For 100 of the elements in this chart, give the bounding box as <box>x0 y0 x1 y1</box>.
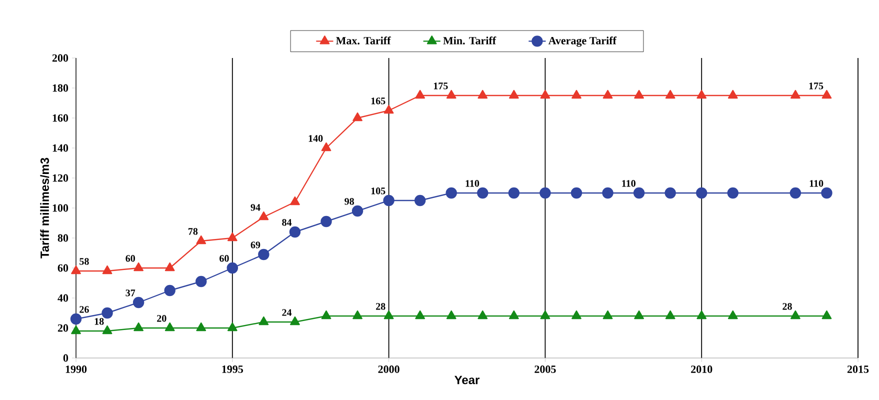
data-label: 37 <box>126 290 136 296</box>
point <box>633 187 645 199</box>
x-tick-label: 2005 <box>534 366 556 373</box>
point <box>320 216 332 228</box>
point <box>727 187 738 199</box>
point <box>572 310 582 320</box>
point <box>478 90 488 99</box>
point <box>540 90 550 99</box>
y-tick-label: 140 <box>52 144 68 152</box>
point <box>602 90 613 99</box>
y-tick-label: 40 <box>58 294 68 302</box>
point <box>822 90 832 99</box>
point <box>321 310 332 320</box>
point <box>415 90 426 99</box>
point <box>790 90 800 99</box>
data-label: 140 <box>308 135 323 142</box>
point <box>102 325 112 334</box>
point <box>226 262 238 274</box>
data-label: 110 <box>810 180 824 187</box>
y-tick-label: 120 <box>52 174 68 182</box>
legend-label: Min. Tariff <box>443 36 496 44</box>
data-label: 60 <box>220 255 229 262</box>
point <box>164 284 176 296</box>
data-label: 24 <box>282 309 292 316</box>
point <box>790 310 800 320</box>
point <box>634 90 644 99</box>
point <box>383 194 394 206</box>
y-tick-label: 160 <box>52 114 68 122</box>
y-tick-label: 20 <box>58 324 68 332</box>
point <box>258 316 269 326</box>
point <box>290 196 300 206</box>
x-tick-label: 1990 <box>66 366 87 373</box>
data-label: 28 <box>376 303 386 310</box>
point <box>570 187 582 199</box>
point <box>321 142 332 152</box>
point <box>134 322 144 332</box>
point <box>289 226 301 238</box>
data-label: 18 <box>94 318 104 325</box>
data-label: 28 <box>782 303 792 310</box>
data-label: 175 <box>434 82 448 90</box>
data-label: 60 <box>126 255 135 262</box>
point <box>71 265 81 274</box>
point <box>290 316 300 326</box>
y-tick-label: 60 <box>58 264 68 272</box>
point <box>415 310 426 320</box>
point <box>258 211 269 220</box>
data-label: 175 <box>809 82 824 90</box>
point <box>508 310 519 320</box>
data-label: 69 <box>250 242 260 248</box>
point <box>164 322 175 332</box>
point <box>540 310 550 320</box>
point <box>446 187 457 199</box>
point <box>414 194 426 206</box>
point <box>634 310 644 320</box>
x-tick-label: 1995 <box>222 366 243 373</box>
point <box>446 90 456 99</box>
point <box>227 322 238 332</box>
data-label: 110 <box>466 180 480 187</box>
point <box>478 310 488 320</box>
point <box>102 307 113 319</box>
data-label: 98 <box>344 198 354 205</box>
point <box>540 187 551 199</box>
y-tick-label: 100 <box>52 204 68 212</box>
point <box>696 90 707 99</box>
point <box>227 232 238 242</box>
point <box>132 296 144 308</box>
y-tick-label: 200 <box>52 54 68 62</box>
point <box>196 322 206 332</box>
point <box>477 187 488 199</box>
point <box>664 187 676 199</box>
x-tick-label: 2010 <box>691 366 712 373</box>
point <box>602 310 613 320</box>
data-label: 84 <box>282 219 292 226</box>
point <box>508 187 520 199</box>
x-tick-label: 2000 <box>378 366 400 373</box>
data-label: 78 <box>188 228 198 235</box>
point <box>790 187 802 199</box>
point <box>572 90 582 99</box>
point <box>696 187 708 199</box>
point <box>665 310 676 320</box>
point <box>352 112 362 122</box>
point <box>196 276 207 288</box>
point <box>822 310 832 320</box>
point <box>665 90 676 99</box>
y-axis-title: Tariff millimes/m3 <box>40 158 50 258</box>
point <box>696 310 707 320</box>
point <box>384 104 394 114</box>
data-label: 20 <box>157 315 166 322</box>
legend-label: Average Tariff <box>548 36 617 47</box>
data-label: 165 <box>371 98 386 104</box>
point <box>821 187 832 199</box>
point <box>446 310 456 320</box>
y-tick-label: 180 <box>52 84 68 92</box>
point <box>70 313 82 325</box>
y-tick-label: 0 <box>63 354 68 362</box>
point <box>728 90 738 99</box>
point <box>134 262 144 272</box>
point <box>352 205 364 217</box>
x-axis-title: Year <box>454 376 480 384</box>
point <box>196 235 206 244</box>
